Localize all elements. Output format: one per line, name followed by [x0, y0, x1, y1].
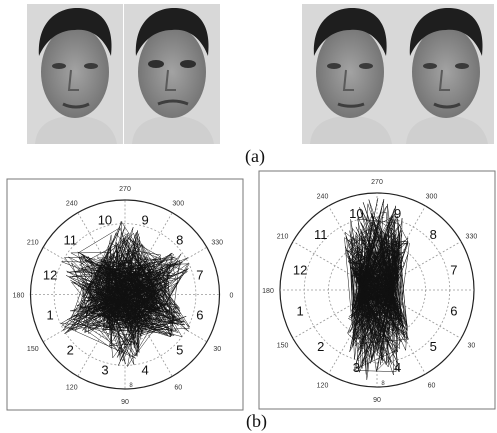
angle-label: 120	[66, 385, 78, 392]
angle-label: 60	[174, 385, 182, 392]
sector-label: 10	[98, 213, 112, 228]
radial-tick-label: 8	[381, 381, 385, 387]
angle-label: 150	[27, 346, 39, 353]
sector-label: 2	[317, 339, 324, 354]
orientation-trace	[344, 198, 410, 380]
angle-label: 270	[371, 179, 383, 186]
sector-label: 12	[293, 262, 307, 277]
angle-label: 330	[211, 239, 223, 246]
sector-label: 1	[297, 304, 304, 319]
angle-label: 330	[466, 234, 478, 241]
sector-label: 12	[43, 267, 57, 282]
sector-label: 1	[47, 308, 54, 323]
angle-label: 120	[317, 382, 329, 389]
angle-label: 150	[277, 343, 289, 350]
face-photo-2	[124, 4, 220, 144]
sector-label: 4	[394, 360, 401, 375]
sector-label: 4	[141, 362, 148, 377]
outer-circle	[29, 199, 221, 390]
angle-label: 180	[262, 288, 274, 295]
plot-frame	[6, 178, 244, 411]
polar-plot-right: 270 300 330 30 60 90 120 150 180 210 240 10 9 8 7 6 5 4 3 2…	[258, 170, 496, 410]
angle-label: 270	[119, 186, 131, 193]
angle-label: 300	[426, 194, 438, 201]
angle-label: 180	[13, 293, 25, 300]
sector-label: 9	[394, 206, 401, 221]
radial-ring	[77, 246, 173, 343]
caption-a: (a)	[245, 146, 265, 166]
angle-label: 90	[121, 399, 129, 406]
angle-label: 240	[317, 194, 329, 201]
angle-label: 240	[66, 200, 78, 207]
face-photo-4	[398, 4, 494, 144]
sector-label: 10	[349, 206, 363, 221]
sector-label: 7	[196, 267, 203, 282]
angle-label: 30	[213, 346, 221, 353]
angle-label: 60	[428, 382, 436, 389]
sector-label: 2	[67, 342, 74, 357]
face-photo-3	[302, 4, 398, 144]
angle-label: 210	[277, 234, 289, 241]
sector-label: 3	[101, 362, 108, 377]
angle-label: 30	[467, 343, 475, 350]
sector-label: 9	[141, 213, 148, 228]
sector-label: 11	[63, 233, 77, 248]
angle-label: 210	[27, 239, 39, 246]
angle-label: 300	[172, 200, 184, 207]
radial-tick-label: 8	[129, 383, 133, 389]
angle-label: 0	[230, 293, 234, 300]
sector-label: 7	[450, 262, 457, 277]
sector-label: 8	[176, 233, 183, 248]
sector-label: 6	[450, 304, 457, 319]
sector-label: 8	[430, 227, 437, 242]
sector-label: 5	[430, 339, 437, 354]
sector-label: 5	[176, 342, 183, 357]
sector-label: 11	[314, 227, 328, 242]
radial-ring	[53, 223, 197, 366]
polar-plot-left: 270 300 330 0 30 60 90 120 150 180 210 240 10 9 8 7 6 5 4 3…	[6, 178, 244, 411]
sector-label: 6	[196, 308, 203, 323]
caption-b: (b)	[246, 411, 267, 431]
sector-label: 3	[353, 360, 360, 375]
orientation-trace	[59, 220, 191, 367]
plot-frame	[258, 170, 496, 410]
face-photo-1	[27, 4, 123, 144]
angle-label: 90	[373, 397, 381, 404]
